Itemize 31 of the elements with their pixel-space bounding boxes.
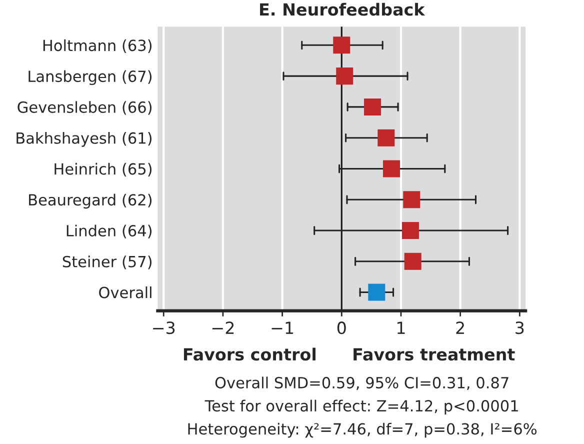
text: Overall SMD=0.59, 95% CI=0.31, 0.87 — [215, 376, 508, 390]
y-tick-label: Bakhshayesh (61) — [16, 132, 152, 147]
y-tick-label: Holtmann (63) — [43, 39, 152, 53]
x-tick-label: 1 — [398, 322, 405, 334]
x-tick-label: 3 — [516, 322, 524, 334]
x-tick-label: −1 — [272, 322, 294, 334]
point — [402, 222, 419, 239]
text: Heterogeneity: χ²=7.46, df=7, p=0.38, I²=6% — [188, 422, 537, 438]
point — [364, 98, 381, 116]
y-tick-label: Lansbergen (67) — [28, 70, 152, 86]
point — [336, 68, 354, 85]
point — [382, 160, 400, 178]
point — [368, 284, 386, 301]
text: Favors treatment — [354, 348, 515, 361]
point — [378, 129, 395, 146]
x-tick-label: 2 — [456, 322, 464, 334]
y-tick-label: Gevensleben (66) — [18, 101, 152, 115]
y-tick-label: Linden (64) — [66, 224, 152, 238]
y-tick-label: Overall — [99, 286, 152, 298]
point — [333, 36, 350, 54]
y-tick-label: Heinrich (65) — [54, 162, 152, 177]
x-tick-label: −2 — [212, 322, 234, 334]
x-tick-label: 0 — [337, 322, 346, 334]
y-tick-label: Beauregard (62) — [29, 194, 152, 209]
text: Test for overall effect: Z=4.12, p<0.0001 — [204, 400, 518, 415]
x-tick-label: −3 — [153, 322, 175, 334]
chart-title: E. Neurofeedback — [260, 2, 426, 16]
point — [403, 191, 420, 208]
point — [404, 252, 422, 270]
text: Favors control — [184, 348, 316, 361]
y-tick-label: Steiner (57) — [62, 256, 152, 270]
